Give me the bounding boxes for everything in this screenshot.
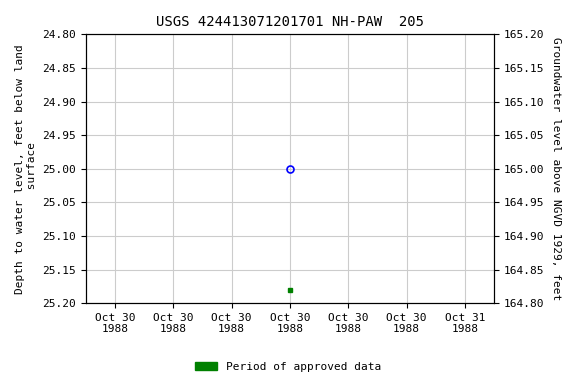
Y-axis label: Depth to water level, feet below land
 surface: Depth to water level, feet below land su…	[15, 44, 37, 294]
Title: USGS 424413071201701 NH-PAW  205: USGS 424413071201701 NH-PAW 205	[156, 15, 424, 29]
Y-axis label: Groundwater level above NGVD 1929, feet: Groundwater level above NGVD 1929, feet	[551, 37, 561, 300]
Legend: Period of approved data: Period of approved data	[191, 358, 385, 377]
